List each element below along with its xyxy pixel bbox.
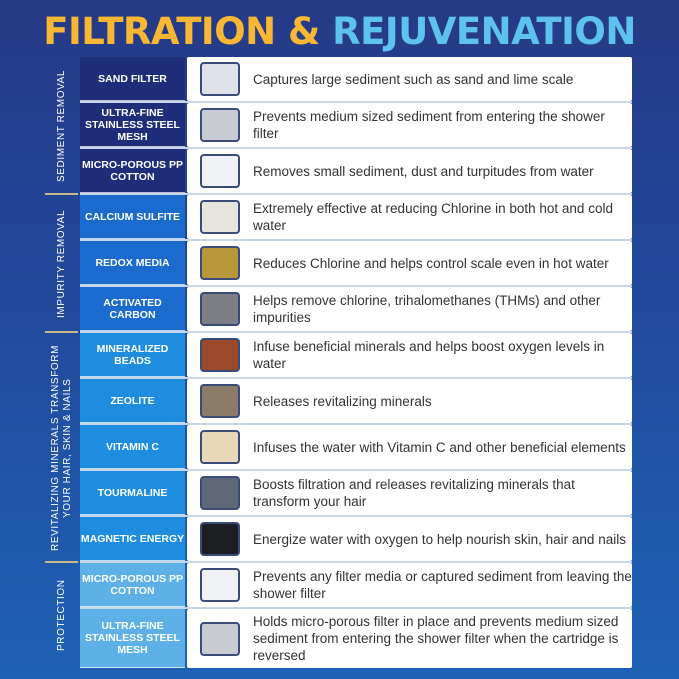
layer-description: Helps remove chlorine, trihalomethanes (… xyxy=(253,293,601,325)
layer-info: Reduces Chlorine and helps control scale… xyxy=(187,241,632,285)
filter-layer-row: SAND FILTER Captures large sediment such… xyxy=(80,57,632,103)
layer-info: Infuses the water with Vitamin C and oth… xyxy=(187,425,632,469)
section-sediment-removal: SEDIMENT REMOVAL xyxy=(56,69,67,182)
layer-description: Prevents any filter media or captured se… xyxy=(253,569,632,601)
media-swatch-image xyxy=(200,621,240,656)
layer-info: Prevents any filter media or captured se… xyxy=(187,563,632,607)
layer-description: Boosts filtration and releases revitaliz… xyxy=(253,477,575,509)
layer-description: Extremely effective at reducing Chlorine… xyxy=(253,201,613,233)
layer-info: Prevents medium sized sediment from ente… xyxy=(187,103,632,147)
layer-description: Releases revitalizing minerals xyxy=(253,393,432,409)
media-swatch-image xyxy=(200,338,240,372)
media-swatch-image xyxy=(200,384,240,418)
layer-name: MICRO-POROUS PP COTTON xyxy=(80,149,185,193)
layer-info: Helps remove chlorine, trihalomethanes (… xyxy=(187,287,632,331)
layer-name: MICRO-POROUS PP COTTON xyxy=(80,563,185,607)
media-swatch-image xyxy=(200,522,240,556)
layer-name: ULTRA-FINE STAINLESS STEEL MESH xyxy=(80,609,185,668)
section-divider xyxy=(45,561,78,563)
layer-name: ZEOLITE xyxy=(80,379,185,423)
filter-layer-row: ACTIVATED CARBON Helps remove chlorine, … xyxy=(80,287,632,333)
layer-info: Boosts filtration and releases revitaliz… xyxy=(187,471,632,515)
filtration-table: SAND FILTER Captures large sediment such… xyxy=(80,57,632,668)
media-swatch-image xyxy=(200,292,240,326)
filter-layer-row: VITAMIN C Infuses the water with Vitamin… xyxy=(80,425,632,471)
media-swatch-image xyxy=(200,62,240,96)
filter-layer-row: MICRO-POROUS PP COTTON Prevents any filt… xyxy=(80,563,632,609)
layer-info: Energize water with oxygen to help nouri… xyxy=(187,517,632,561)
layer-info: Captures large sediment such as sand and… xyxy=(187,57,632,101)
filter-layer-row: TOURMALINE Boosts filtration and release… xyxy=(80,471,632,517)
media-swatch-image xyxy=(200,108,240,142)
title-part1: FILTRATION & xyxy=(43,10,320,53)
filter-layer-row: ULTRA-FINE STAINLESS STEEL MESH Holds mi… xyxy=(80,609,632,668)
layer-description: Infuses the water with Vitamin C and oth… xyxy=(253,439,626,455)
layer-info: Removes small sediment, dust and turpitu… xyxy=(187,149,632,193)
layer-name: CALCIUM SULFITE xyxy=(80,195,185,239)
filter-layer-row: MICRO-POROUS PP COTTON Removes small sed… xyxy=(80,149,632,195)
media-swatch-image xyxy=(200,246,240,280)
layer-info: Infuse beneficial minerals and helps boo… xyxy=(187,333,632,377)
media-swatch-image xyxy=(200,154,240,188)
media-swatch-image xyxy=(200,430,240,464)
layer-name: ACTIVATED CARBON xyxy=(80,287,185,331)
filter-layer-row: MINERALIZED BEADS Infuse beneficial mine… xyxy=(80,333,632,379)
layer-description: Captures large sediment such as sand and… xyxy=(253,71,574,87)
layer-name: SAND FILTER xyxy=(80,57,185,101)
layer-name: VITAMIN C xyxy=(80,425,185,469)
media-swatch-image xyxy=(200,200,240,234)
filter-layer-row: CALCIUM SULFITE Extremely effective at r… xyxy=(80,195,632,241)
layer-description: Removes small sediment, dust and turpitu… xyxy=(253,163,594,179)
media-swatch-image xyxy=(200,476,240,510)
title-part2: REJUVENATION xyxy=(332,10,636,53)
filter-layer-row: REDOX MEDIA Reduces Chlorine and helps c… xyxy=(80,241,632,287)
section-revitalizing-minerals: REVITALIZING MINERALS TRANSFORM YOUR HAI… xyxy=(50,344,73,552)
filter-layer-row: ULTRA-FINE STAINLESS STEEL MESH Prevents… xyxy=(80,103,632,149)
layer-name: REDOX MEDIA xyxy=(80,241,185,285)
layer-name: MAGNETIC ENERGY xyxy=(80,517,185,561)
layer-name: ULTRA-FINE STAINLESS STEEL MESH xyxy=(80,103,185,147)
layer-description: Holds micro-porous filter in place and p… xyxy=(253,614,619,663)
page-title: FILTRATION & REJUVENATION xyxy=(0,8,679,56)
section-impurity-removal: IMPURITY REMOVAL xyxy=(56,209,67,319)
section-divider xyxy=(45,331,78,333)
layer-info: Extremely effective at reducing Chlorine… xyxy=(187,195,632,239)
layer-name: MINERALIZED BEADS xyxy=(80,333,185,377)
layer-description: Prevents medium sized sediment from ente… xyxy=(253,109,605,141)
layer-info: Releases revitalizing minerals xyxy=(187,379,632,423)
layer-description: Energize water with oxygen to help nouri… xyxy=(253,531,626,547)
section-divider xyxy=(45,193,78,195)
filter-layer-row: ZEOLITE Releases revitalizing minerals xyxy=(80,379,632,425)
layer-description: Reduces Chlorine and helps control scale… xyxy=(253,255,609,271)
section-protection: PROTECTION xyxy=(56,579,67,652)
layer-name: TOURMALINE xyxy=(80,471,185,515)
media-swatch-image xyxy=(200,568,240,602)
filter-layer-row: MAGNETIC ENERGY Energize water with oxyg… xyxy=(80,517,632,563)
layer-info: Holds micro-porous filter in place and p… xyxy=(187,609,632,668)
layer-description: Infuse beneficial minerals and helps boo… xyxy=(253,339,605,371)
